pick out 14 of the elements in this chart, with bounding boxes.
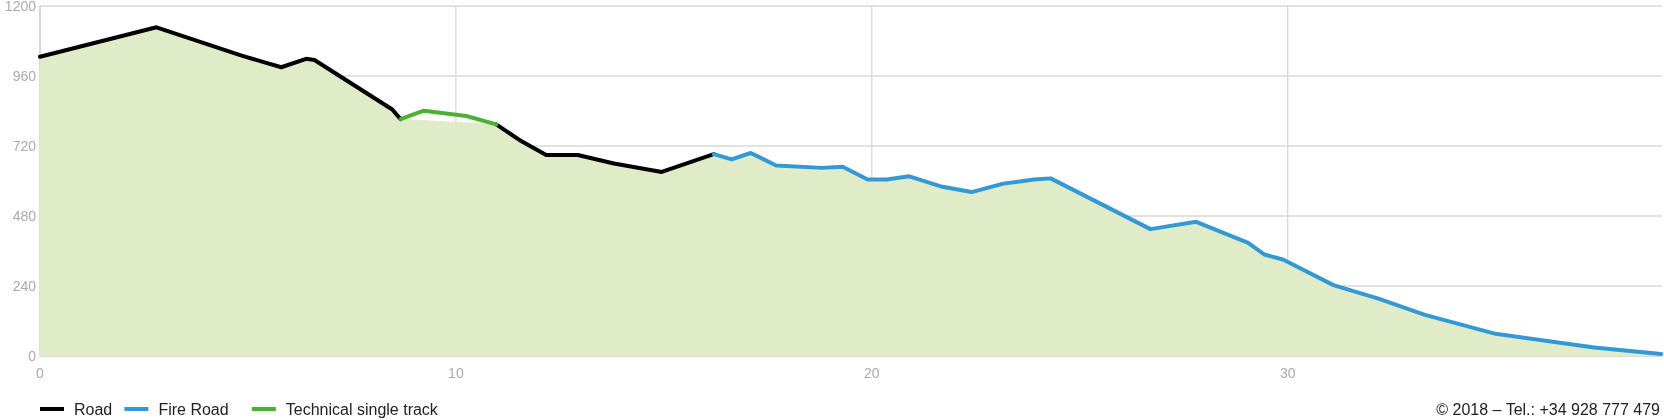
x-tick-label: 20 (864, 365, 880, 381)
line-series (398, 108, 499, 127)
y-tick-label: 480 (12, 207, 37, 224)
legend-label: Fire Road (158, 400, 229, 418)
y-tick-label: 0 (28, 347, 37, 364)
y-tick-label: 960 (12, 67, 37, 84)
text: © 2018 – Tel.: +34 928 777 479 (1436, 400, 1661, 418)
y-tick-label: 240 (12, 277, 37, 294)
y-tick-label: 1200 (4, 0, 37, 14)
x-tick-label: 10 (448, 365, 464, 381)
y-tick-label: 720 (12, 137, 37, 154)
x-tick-label: 30 (1279, 365, 1296, 381)
legend-label: Technical single track (285, 400, 439, 418)
legend-label: Road (74, 400, 113, 418)
